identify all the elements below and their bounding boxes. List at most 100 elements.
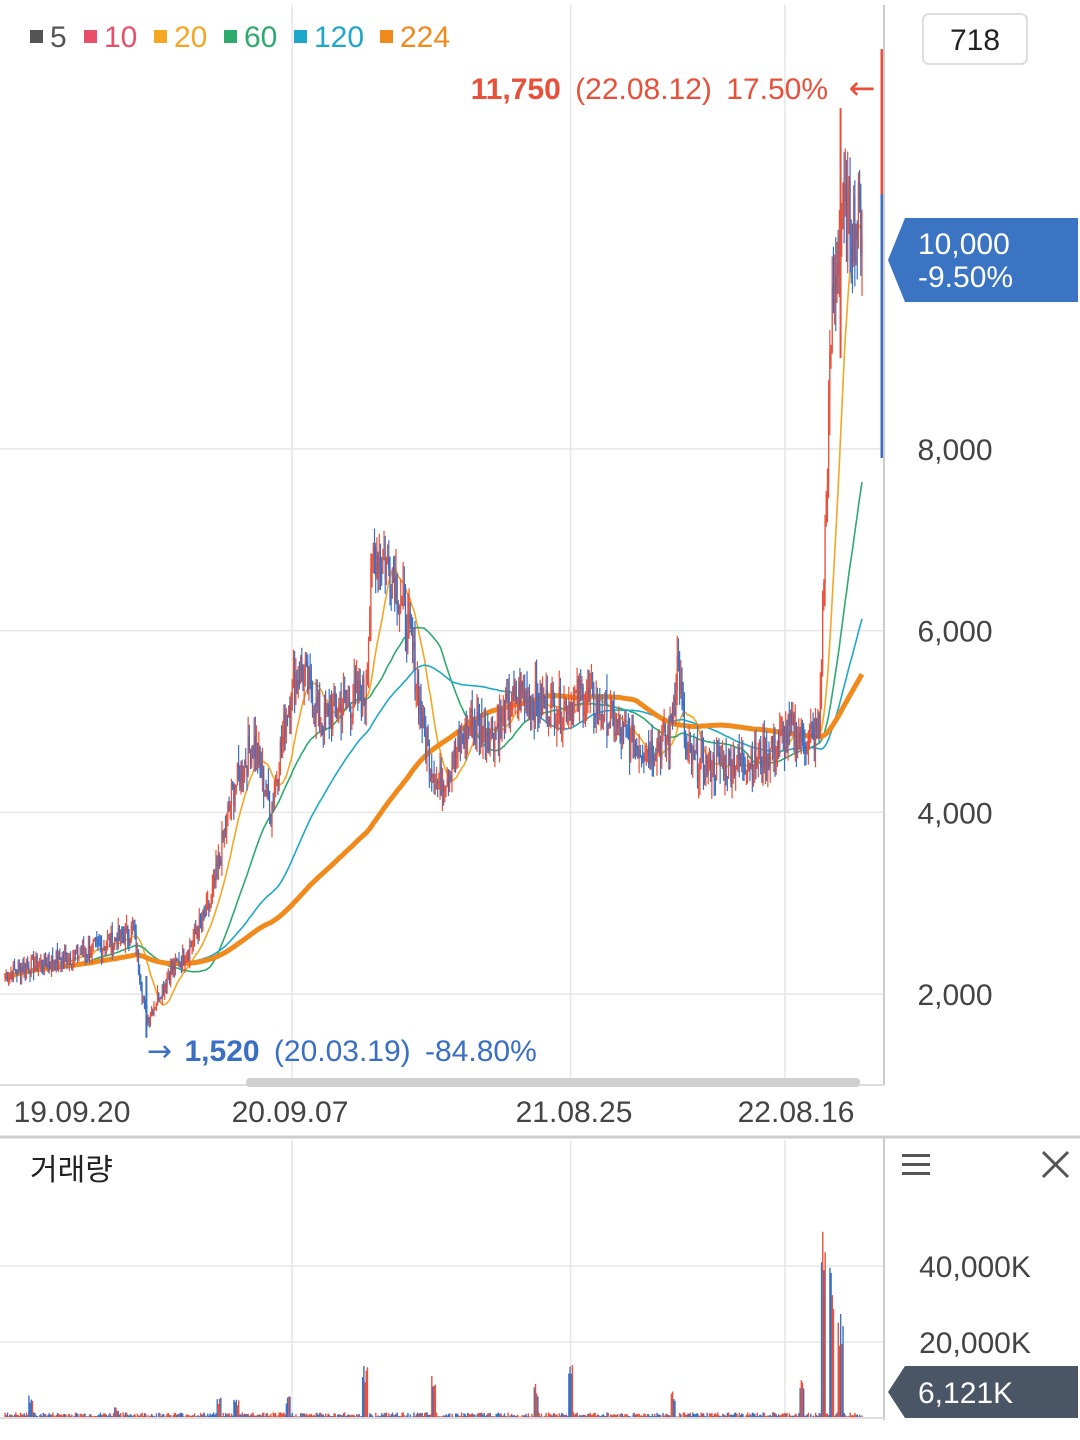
- volume-bar: [624, 1414, 626, 1418]
- volume-bar: [67, 1414, 69, 1418]
- candle-body: [19, 965, 22, 976]
- candle-body: [153, 1007, 155, 1015]
- candle-body: [385, 560, 388, 580]
- candle-body: [650, 740, 652, 764]
- volume-bar: [357, 1414, 359, 1418]
- candle-body: [808, 729, 811, 733]
- candle-body: [536, 680, 538, 697]
- volume-bar: [36, 1415, 38, 1418]
- candle-body: [531, 698, 533, 717]
- volume-bar: [851, 1415, 854, 1418]
- candle-body: [470, 708, 472, 728]
- volume-bar: [783, 1412, 786, 1418]
- candle-body: [510, 709, 513, 716]
- candle-body: [258, 747, 260, 765]
- candle-body: [503, 705, 506, 733]
- volume-bar: [384, 1412, 387, 1418]
- candle-body: [795, 723, 798, 754]
- volume-bar: [820, 1262, 823, 1418]
- volume-bar: [189, 1415, 191, 1418]
- volume-bar: [679, 1412, 681, 1418]
- candle-body: [769, 748, 771, 767]
- menu-icon[interactable]: [902, 1154, 930, 1175]
- close-icon[interactable]: [1041, 1150, 1070, 1179]
- candle-body: [698, 778, 700, 782]
- volume-bar: [589, 1412, 592, 1418]
- volume-bar: [136, 1413, 139, 1418]
- candle-body: [391, 573, 393, 599]
- volume-bar: [421, 1413, 423, 1418]
- candle-body: [555, 726, 557, 728]
- candle-body: [276, 779, 278, 781]
- volume-bar: [719, 1415, 721, 1418]
- legend-label: 120: [314, 21, 364, 54]
- candle-body: [775, 760, 777, 763]
- volume-bar: [6, 1412, 9, 1418]
- candle-body: [211, 887, 213, 896]
- volume-bar: [75, 1412, 78, 1418]
- volume-bar: [185, 1414, 187, 1418]
- candle-body: [168, 976, 171, 983]
- volume-bar: [826, 1413, 829, 1418]
- candle-body: [603, 694, 606, 720]
- volume-bar: [634, 1414, 637, 1418]
- zoom-count-box[interactable]: 718: [922, 13, 1028, 65]
- volume-bar: [558, 1413, 561, 1418]
- candle-body: [552, 690, 554, 700]
- scroll-handle[interactable]: [246, 1078, 860, 1087]
- candle-body: [141, 989, 143, 999]
- low-date: (20.03.19): [274, 1035, 411, 1068]
- volume-bar: [55, 1415, 58, 1418]
- candle-body: [176, 958, 178, 961]
- volume-bar: [588, 1413, 590, 1418]
- volume-bar: [427, 1414, 429, 1418]
- candle-body: [330, 710, 333, 729]
- volume-bar: [266, 1412, 269, 1418]
- candle-body: [463, 742, 465, 749]
- candle-body: [586, 696, 588, 704]
- volume-bar: [280, 1413, 283, 1418]
- volume-bar: [385, 1412, 388, 1418]
- candle-body: [479, 715, 482, 737]
- volume-bar: [290, 1415, 292, 1418]
- candle-body: [412, 634, 414, 650]
- volume-gridlines: [0, 1140, 884, 1418]
- candle-body: [702, 746, 705, 774]
- volume-bar: [503, 1413, 506, 1418]
- volume-bar: [414, 1415, 416, 1418]
- candle-body: [541, 694, 544, 715]
- candle-body: [836, 264, 838, 293]
- candle-body: [732, 757, 734, 774]
- volume-bar: [856, 1414, 859, 1418]
- volume-bar: [812, 1415, 814, 1418]
- candle-body: [90, 954, 92, 958]
- candle-body: [130, 927, 132, 940]
- volume-bar: [48, 1413, 50, 1418]
- candle-body: [190, 945, 192, 947]
- volume-bar: [255, 1415, 258, 1418]
- candle-body: [606, 694, 608, 736]
- candle-body: [12, 964, 14, 980]
- candle-body: [505, 694, 507, 733]
- volume-bar: [272, 1412, 274, 1418]
- volume-bar: [574, 1414, 576, 1418]
- candle-body: [351, 715, 353, 718]
- volume-bar: [767, 1415, 769, 1418]
- candle-body: [332, 703, 334, 729]
- volume-bar: [710, 1413, 712, 1418]
- candle-body: [509, 715, 511, 720]
- volume-bar: [240, 1414, 242, 1418]
- candle-body: [705, 755, 707, 782]
- candle-body: [571, 702, 573, 722]
- volume-bar: [495, 1413, 497, 1418]
- candle-body: [502, 705, 504, 711]
- volume-bar: [738, 1412, 741, 1418]
- candle-body: [451, 767, 453, 782]
- volume-bar: [715, 1414, 718, 1418]
- candle-body: [609, 706, 612, 726]
- candle-body: [516, 701, 519, 703]
- candle-body: [22, 967, 24, 972]
- candle-body: [254, 736, 256, 758]
